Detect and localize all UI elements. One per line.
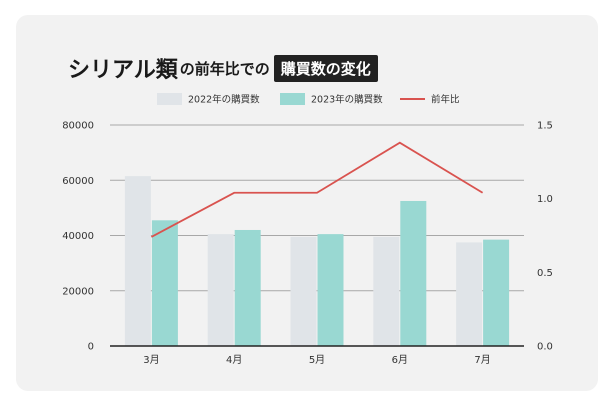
y-right-tick-label: 0.5 xyxy=(537,268,553,279)
ratio-line xyxy=(150,141,484,238)
legend-2023-swatch xyxy=(280,93,305,105)
gridlines xyxy=(110,124,524,292)
legend: 2022年の購買数 2023年の購買数 前年比 xyxy=(157,93,460,106)
y-right-tick-label: 1.0 xyxy=(537,194,553,205)
axes: 0 20000 40000 60000 80000 0.0 0.5 1.0 1.5 3月 4月 5月 6… xyxy=(62,121,553,367)
y-right-tick-label: 1.5 xyxy=(537,121,553,132)
bar-2022 xyxy=(456,242,483,346)
y-left-tick-label: 40000 xyxy=(62,231,94,242)
y-left-tick-label: 20000 xyxy=(62,286,94,297)
bar-2023 xyxy=(400,200,427,346)
x-tick-label: 3月 xyxy=(143,354,159,366)
chart-title: シリアル類 の前年比での 購買数の変化 xyxy=(68,52,378,84)
bar-2022 xyxy=(124,176,151,346)
x-tick-label: 7月 xyxy=(474,354,490,366)
y-left-tick-label: 80000 xyxy=(62,121,94,132)
bar-2023 xyxy=(317,234,344,346)
y-right-tick-label: 0.0 xyxy=(537,342,553,353)
bar-2022 xyxy=(207,234,234,346)
ratio-line-path xyxy=(150,141,484,238)
title-connector: の前年比での xyxy=(179,59,270,78)
title-highlight: 購買数の変化 xyxy=(273,54,378,82)
legend-2022-swatch xyxy=(157,93,182,105)
x-tick-label: 4月 xyxy=(226,354,242,366)
bar-2023 xyxy=(483,239,510,346)
legend-2023-label: 2023年の購買数 xyxy=(311,94,383,106)
bar-2023 xyxy=(234,229,261,346)
title-main: シリアル類 xyxy=(68,58,178,83)
bar-2023 xyxy=(151,220,178,346)
bar-2022 xyxy=(373,236,400,346)
bar-2022 xyxy=(290,236,317,346)
y-left-tick-label: 0 xyxy=(88,342,94,353)
y-left-tick-label: 60000 xyxy=(62,176,94,187)
x-tick-label: 6月 xyxy=(392,354,408,366)
x-tick-label: 5月 xyxy=(309,354,325,366)
bars xyxy=(124,176,510,346)
legend-2022-label: 2022年の購買数 xyxy=(188,94,260,106)
legend-ratio-label: 前年比 xyxy=(431,94,460,106)
